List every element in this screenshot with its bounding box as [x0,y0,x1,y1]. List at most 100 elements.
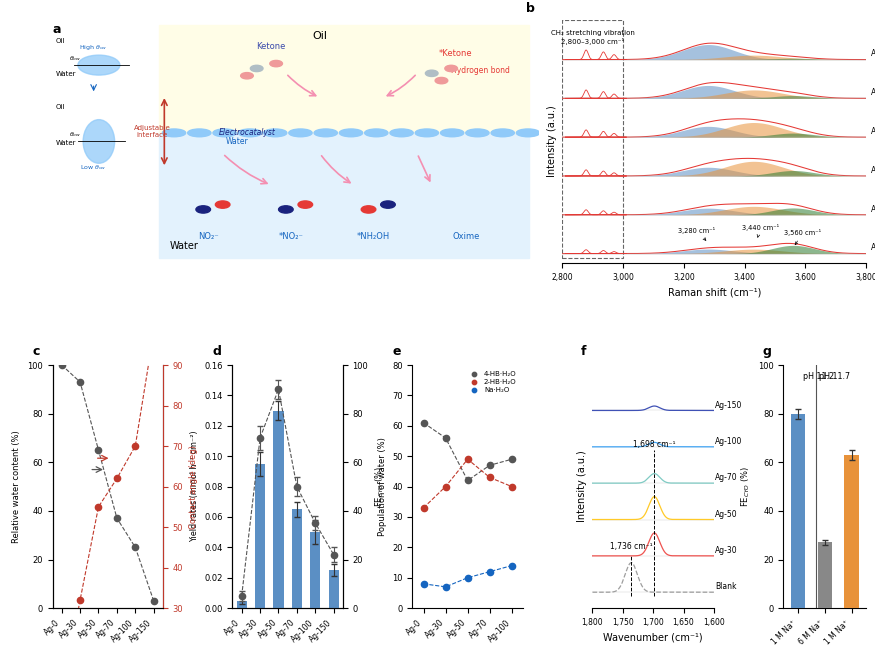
X-axis label: Wavenumber (cm⁻¹): Wavenumber (cm⁻¹) [604,633,703,642]
Circle shape [298,201,312,208]
Circle shape [435,77,448,84]
2-HB·H₂O [418,504,429,512]
Circle shape [278,206,293,213]
Circle shape [361,206,375,213]
Ellipse shape [289,129,312,137]
Text: 3,280 cm⁻¹: 3,280 cm⁻¹ [678,227,715,241]
Ellipse shape [440,129,464,137]
Y-axis label: Contact angle (deg): Contact angle (deg) [189,445,198,529]
2-HB·H₂O [507,483,517,490]
4-HB·H₂O [418,419,429,427]
Text: Ketone: Ketone [256,42,286,51]
Ellipse shape [340,129,362,137]
Text: d: d [213,345,221,358]
Text: 3,560 cm⁻¹: 3,560 cm⁻¹ [784,229,822,245]
Ellipse shape [416,129,438,137]
Text: Ag-30: Ag-30 [871,205,875,214]
Text: Oil: Oil [56,38,65,44]
Ellipse shape [213,129,236,137]
Bar [236,601,247,608]
Y-axis label: Intensity (a.u.): Intensity (a.u.) [577,451,587,522]
Text: *Ketone: *Ketone [439,50,472,58]
Text: High $\theta_{ow}$: High $\theta_{ow}$ [80,43,108,52]
Circle shape [381,201,396,208]
Na·H₂O [418,580,429,588]
Text: Low $\theta_{ow}$: Low $\theta_{ow}$ [80,163,107,172]
Ellipse shape [390,129,413,137]
Text: pH 11.7: pH 11.7 [819,372,850,381]
Line: 4-HB·H₂O: 4-HB·H₂O [420,420,514,484]
Circle shape [215,201,230,208]
Bar [291,510,302,608]
Line: 2-HB·H₂O: 2-HB·H₂O [420,456,514,511]
Legend: 4-HB·H₂O, 2-HB·H₂O, Na·H₂O: 4-HB·H₂O, 2-HB·H₂O, Na·H₂O [467,368,520,396]
Ellipse shape [466,129,489,137]
Text: Blank: Blank [715,582,737,592]
Text: Oil: Oil [312,31,327,41]
Text: Ag-70: Ag-70 [871,127,875,136]
Circle shape [250,65,263,71]
Text: Water: Water [56,140,76,146]
Text: Water: Water [170,241,199,251]
Text: f: f [580,345,585,358]
Text: 3,440 cm⁻¹: 3,440 cm⁻¹ [742,224,779,237]
Y-axis label: Population of water (%): Population of water (%) [377,437,387,536]
Text: a: a [52,24,61,36]
Text: CH₂ stretching vibration
2,800–3,000 cm⁻¹: CH₂ stretching vibration 2,800–3,000 cm⁻… [551,30,634,44]
2-HB·H₂O [462,455,472,463]
Text: 1,698 cm⁻¹: 1,698 cm⁻¹ [634,440,676,449]
Ellipse shape [491,129,514,137]
Ellipse shape [263,129,287,137]
Bar [844,455,859,608]
Text: Ag-150: Ag-150 [715,401,743,410]
Text: Ag-100: Ag-100 [871,88,875,97]
Ellipse shape [365,129,388,137]
Text: e: e [393,345,401,358]
Text: Ag-50: Ag-50 [871,166,875,175]
Text: Oxime: Oxime [452,231,480,241]
Text: c: c [32,345,40,358]
Na·H₂O [440,583,451,591]
Text: NO₂⁻: NO₂⁻ [198,231,219,241]
Bar [255,464,265,608]
4-HB·H₂O [485,461,495,469]
Y-axis label: Relative water content (%): Relative water content (%) [12,430,22,543]
Text: Ag-30: Ag-30 [715,546,738,555]
Text: pH 11.2: pH 11.2 [803,372,834,381]
Ellipse shape [78,55,120,75]
Text: 1,736 cm⁻¹: 1,736 cm⁻¹ [610,542,653,551]
2-HB·H₂O [440,483,451,490]
Ellipse shape [163,129,186,137]
Circle shape [444,65,458,71]
Text: $\theta_{ow}$: $\theta_{ow}$ [68,130,80,139]
Y-axis label: FE$_{CYO}$ (%): FE$_{CYO}$ (%) [374,466,387,507]
Text: Ag-70: Ag-70 [715,473,738,483]
Y-axis label: Intensity (a.u.): Intensity (a.u.) [547,106,556,177]
Text: g: g [763,345,772,358]
Ellipse shape [187,129,211,137]
Text: Ag-100: Ag-100 [715,437,743,446]
Na·H₂O [462,574,472,582]
Circle shape [241,73,253,79]
Ellipse shape [314,129,338,137]
Text: Oil: Oil [56,104,65,110]
Text: $\theta_{ow}$: $\theta_{ow}$ [68,54,80,63]
4-HB·H₂O [440,434,451,442]
Bar [329,570,339,608]
Bar [159,24,529,134]
Bar [791,414,806,608]
2-HB·H₂O [485,473,495,481]
Line: Na·H₂O: Na·H₂O [420,563,514,590]
Text: Adjustable
interface: Adjustable interface [134,125,171,138]
Bar [311,532,320,608]
Y-axis label: Yield rates (mmol h⁻¹ cm⁻²): Yield rates (mmol h⁻¹ cm⁻²) [190,431,199,543]
Text: Ag-150: Ag-150 [871,50,875,58]
Text: Water: Water [56,71,76,77]
Bar [817,543,832,608]
Text: Electrocatalyst: Electrocatalyst [219,128,276,137]
Text: Water: Water [226,137,248,146]
Bar [563,20,623,258]
Text: Ag-50: Ag-50 [715,510,738,519]
Ellipse shape [238,129,262,137]
Text: *NH₂OH: *NH₂OH [357,231,390,241]
